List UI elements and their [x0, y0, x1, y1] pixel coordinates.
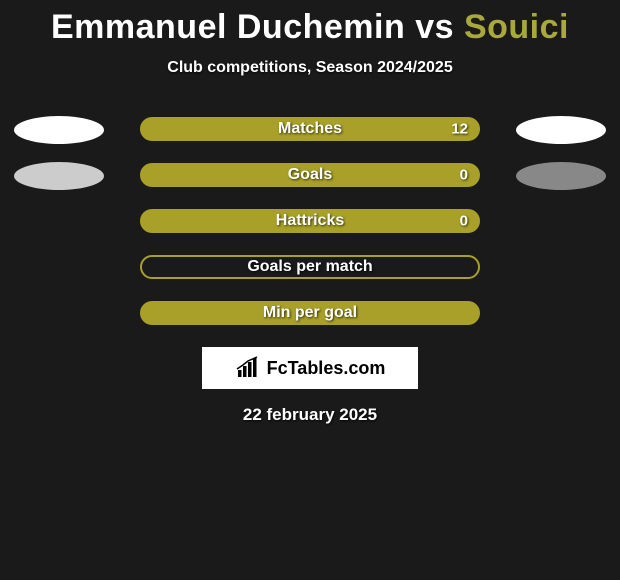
stat-row: Hattricks 0 [0, 209, 620, 235]
stat-bar: Goals 0 [140, 163, 480, 187]
stat-bar: Goals per match [140, 255, 480, 279]
date-label: 22 february 2025 [0, 405, 620, 425]
player2-marker [516, 116, 606, 144]
stat-bar: Hattricks 0 [140, 209, 480, 233]
logo-text: FcTables.com [267, 358, 386, 379]
stat-bar: Matches 12 [140, 117, 480, 141]
stat-row: Min per goal [0, 301, 620, 327]
stat-bar: Min per goal [140, 301, 480, 325]
player2-name: Souici [464, 8, 569, 46]
subtitle: Club competitions, Season 2024/2025 [0, 59, 620, 77]
stat-row: Matches 12 [0, 117, 620, 143]
stats-rows: Matches 12 Goals 0 Hattricks 0 Goals per match… [0, 117, 620, 327]
infographic-container: Emmanuel Duchemin vs Souici Club competi… [0, 0, 620, 425]
page-title: Emmanuel Duchemin vs Souici [0, 0, 620, 47]
logo-badge: FcTables.com [202, 347, 418, 389]
player2-marker [516, 162, 606, 190]
bar-chart-icon [235, 356, 261, 380]
stat-row: Goals per match [0, 255, 620, 281]
stat-row: Goals 0 [0, 163, 620, 189]
stat-value: 0 [460, 213, 468, 230]
player1-marker [14, 162, 104, 190]
vs-label: vs [415, 8, 454, 46]
stat-label: Matches [278, 120, 342, 138]
stat-value: 12 [451, 121, 468, 138]
stat-label: Goals per match [247, 258, 372, 276]
stat-value: 0 [460, 167, 468, 184]
stat-label: Min per goal [263, 304, 357, 322]
player1-marker [14, 116, 104, 144]
stat-label: Goals [288, 166, 332, 184]
player1-name: Emmanuel Duchemin [51, 8, 405, 46]
stat-label: Hattricks [276, 212, 344, 230]
